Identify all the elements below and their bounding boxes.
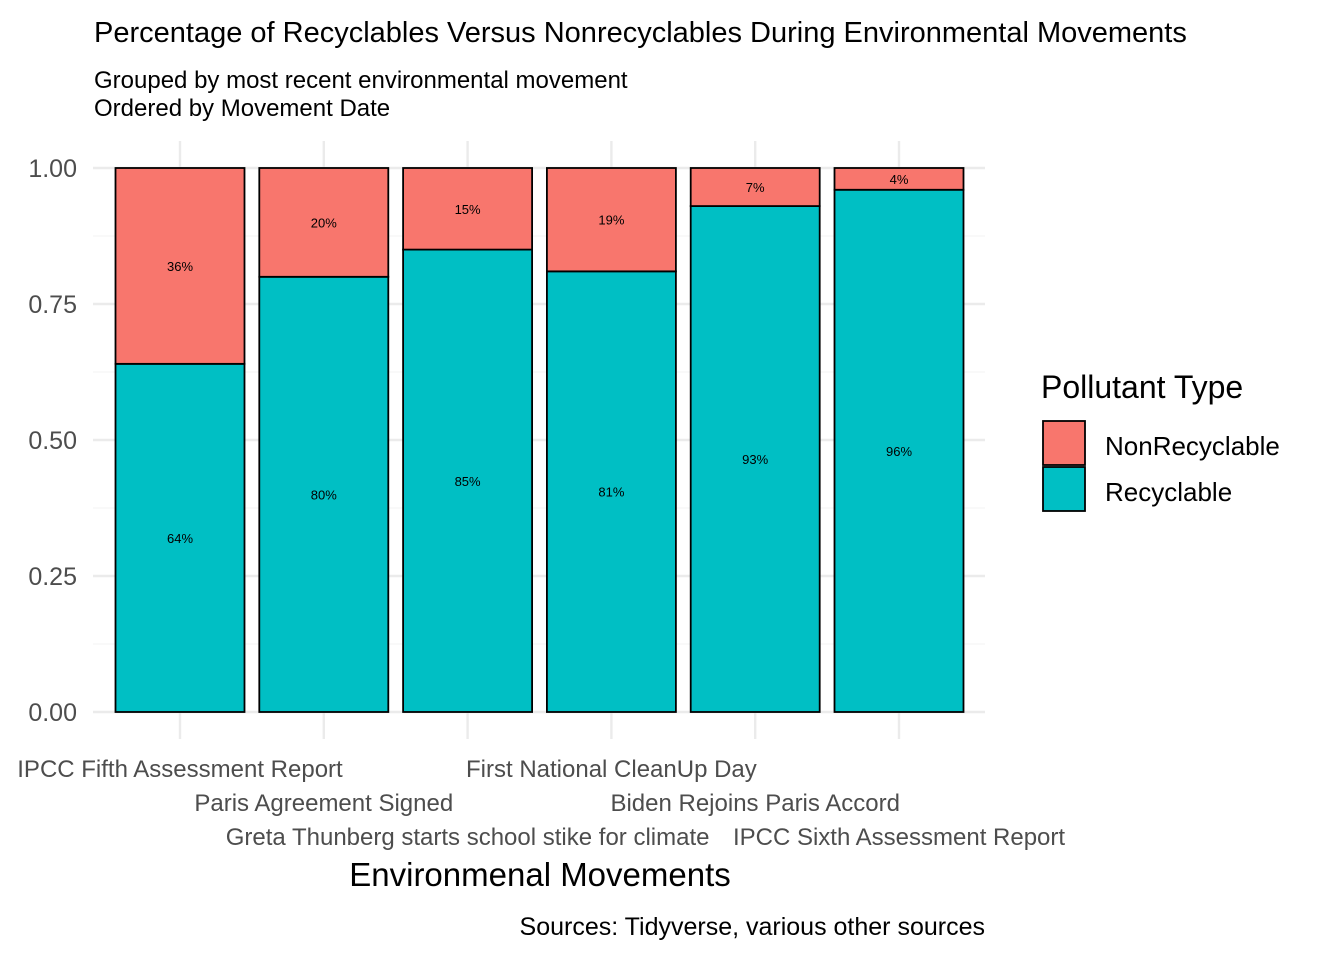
bar-label-nonrecyclable: 15% (455, 202, 481, 217)
bar-segment-recyclable (689, 205, 821, 713)
x-tick-label: Greta Thunberg starts school stike for c… (226, 824, 710, 851)
x-tick-label: IPCC Fifth Assessment Report (17, 756, 343, 783)
bar-label-recyclable: 81% (598, 485, 624, 500)
bar-label-nonrecyclable: 7% (746, 180, 765, 195)
chart-subtitle-line-2: Ordered by Movement Date (94, 95, 390, 122)
bar-label-recyclable: 93% (742, 452, 768, 467)
x-tick-label: IPCC Sixth Assessment Report (733, 824, 1065, 851)
bars (114, 167, 965, 713)
legend: Pollutant Type NonRecyclable Recyclable (1041, 369, 1280, 512)
x-tick-label: Biden Rejoins Paris Accord (610, 790, 899, 817)
bar-segment-recyclable (258, 275, 390, 713)
bar-segment-recyclable (114, 362, 246, 713)
chart-title: Percentage of Recyclables Versus Nonrecy… (94, 17, 1187, 49)
y-tick-label: 1.00 (28, 155, 77, 183)
bar-label-recyclable: 80% (311, 487, 337, 502)
bar-label-recyclable: 96% (886, 444, 912, 459)
x-axis-title: Environmenal Movements (349, 856, 731, 893)
y-axis-ticks: 0.00 0.25 0.50 0.75 1.00 (28, 155, 77, 727)
legend-label-nonrecyclable: NonRecyclable (1105, 431, 1280, 461)
legend-title: Pollutant Type (1041, 369, 1243, 405)
bar-label-nonrecyclable: 4% (890, 172, 909, 187)
legend-key-nonrecyclable (1042, 420, 1086, 466)
legend-label-recyclable: Recyclable (1105, 477, 1232, 507)
y-tick-label: 0.25 (28, 563, 77, 591)
bar-label-nonrecyclable: 36% (167, 259, 193, 274)
x-tick-label: Paris Agreement Signed (194, 790, 453, 817)
y-tick-label: 0.00 (28, 699, 77, 727)
chart-caption: Sources: Tidyverse, various other source… (520, 913, 985, 941)
bar-segment-nonrecyclable (546, 167, 677, 273)
bar-segment-nonrecyclable (258, 167, 390, 278)
bar-segment-nonrecyclable (833, 167, 965, 191)
bar-label-nonrecyclable: 19% (598, 213, 624, 228)
y-tick-label: 0.75 (28, 291, 77, 319)
x-tick-label: First National CleanUp Day (466, 756, 757, 783)
bar-segment-recyclable (402, 248, 534, 713)
bar-labels: 64% 36% 80% 20% 85% 15% 81% 19% 93% 7% 96% 4% (167, 172, 912, 546)
chart-subtitle-line-1: Grouped by most recent environmental mov… (94, 67, 628, 94)
y-tick-label: 0.50 (28, 427, 77, 455)
bar-label-nonrecyclable: 20% (311, 215, 337, 230)
bar-label-recyclable: 64% (167, 531, 193, 546)
bar-segment-nonrecyclable (114, 167, 246, 365)
bar-label-recyclable: 85% (455, 474, 481, 489)
bar-segment-nonrecyclable (402, 167, 534, 251)
bar-segment-nonrecyclable (689, 167, 821, 207)
bar-segment-recyclable (833, 188, 965, 713)
x-axis-ticks: IPCC Fifth Assessment Report Paris Agreem… (17, 756, 1065, 851)
legend-key-recyclable (1042, 466, 1086, 512)
